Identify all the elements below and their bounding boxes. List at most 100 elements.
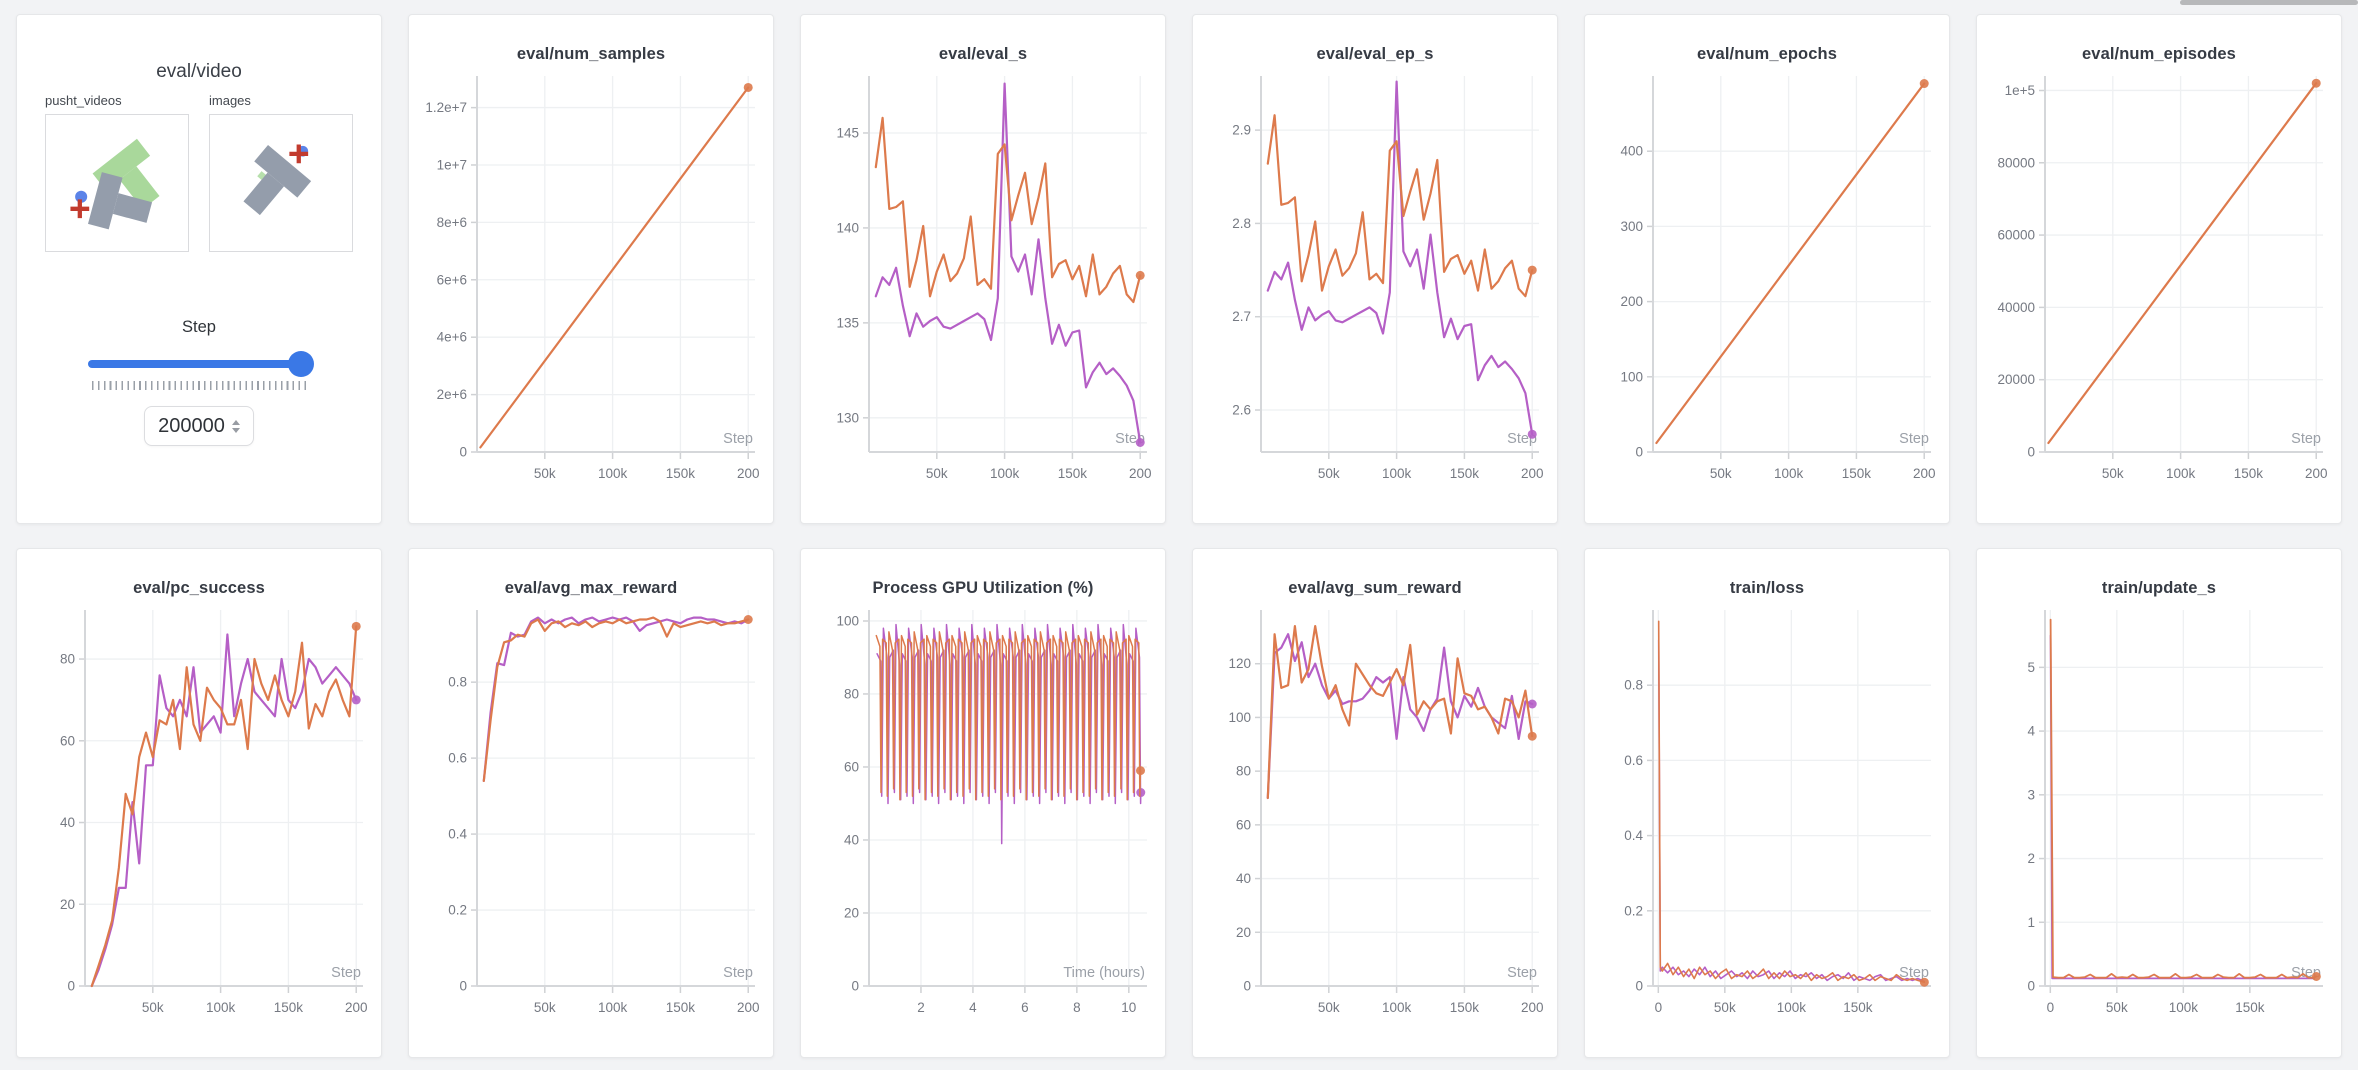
- chart-title: eval/eval_ep_s: [1316, 45, 1434, 63]
- svg-text:60: 60: [844, 759, 859, 774]
- svg-text:5: 5: [2027, 660, 2035, 675]
- svg-text:0.6: 0.6: [1624, 753, 1643, 768]
- svg-text:Step: Step: [723, 431, 753, 447]
- line-chart-canvas[interactable]: 0 20000 40000 60000 80000 1e+5 50k 100k 150k 200 S…: [1983, 66, 2335, 496]
- svg-text:0: 0: [1243, 979, 1251, 994]
- svg-text:100k: 100k: [1774, 466, 1804, 481]
- svg-text:100: 100: [1620, 369, 1643, 384]
- svg-text:200: 200: [2305, 466, 2328, 481]
- chart-title: eval/eval_s: [938, 45, 1028, 63]
- goal-cross: [289, 144, 309, 164]
- svg-text:20000: 20000: [1997, 372, 2035, 387]
- line-chart-canvas[interactable]: 0 20 40 60 80 50k 100k 150k 200 Step: [23, 600, 375, 1030]
- step-up-icon[interactable]: [231, 419, 240, 425]
- svg-text:0.8: 0.8: [1624, 678, 1643, 693]
- line-chart-canvas[interactable]: 0 2e+6 4e+6 6e+6 8e+6 1e+7 1.2e+7 50k 100k 150k 20…: [415, 66, 767, 496]
- svg-text:150k: 150k: [2235, 1000, 2265, 1015]
- svg-text:50k: 50k: [534, 466, 556, 481]
- step-down-icon[interactable]: [231, 427, 240, 433]
- svg-text:300: 300: [1620, 219, 1643, 234]
- svg-text:0: 0: [1655, 1000, 1663, 1015]
- panel-eval-eval-ep-s: eval/eval_ep_s 2.6 2.7 2.8 2.9 50k 100k 150k 20…: [1192, 14, 1558, 524]
- svg-text:135: 135: [836, 315, 859, 330]
- panel-eval-avg-sum-reward: eval/avg_sum_reward 0 20 40 60 80 100 120 50k 10…: [1192, 548, 1558, 1058]
- svg-text:100k: 100k: [1382, 466, 1412, 481]
- svg-text:2: 2: [917, 1000, 925, 1015]
- stepper-control[interactable]: [231, 419, 240, 433]
- svg-text:0: 0: [851, 979, 859, 994]
- svg-text:0.2: 0.2: [448, 903, 467, 918]
- slider-tick-ruler: [92, 381, 306, 390]
- svg-text:150k: 150k: [1450, 466, 1480, 481]
- svg-text:0: 0: [2027, 445, 2035, 460]
- svg-text:40: 40: [60, 815, 75, 830]
- svg-text:20: 20: [1236, 925, 1251, 940]
- svg-text:150k: 150k: [1843, 1000, 1873, 1015]
- svg-text:0: 0: [459, 979, 467, 994]
- svg-text:Step: Step: [1899, 431, 1929, 447]
- svg-text:60: 60: [60, 733, 75, 748]
- panel-gpu-utilization: Process GPU Utilization (%) 0 20 40 60 80 100…: [800, 548, 1166, 1058]
- svg-text:0.4: 0.4: [448, 827, 467, 842]
- chart-title: train/loss: [1729, 579, 1805, 597]
- svg-text:Step: Step: [2291, 431, 2321, 447]
- line-chart-canvas[interactable]: 0 20 40 60 80 100 2 4 6 8 10 Time (hours): [807, 600, 1159, 1030]
- svg-text:6e+6: 6e+6: [437, 272, 467, 287]
- svg-text:100k: 100k: [990, 466, 1020, 481]
- images-thumbnail[interactable]: [209, 114, 353, 252]
- svg-text:200: 200: [737, 466, 760, 481]
- svg-text:Step: Step: [1899, 965, 1929, 981]
- svg-text:0.6: 0.6: [448, 751, 467, 766]
- line-chart-canvas[interactable]: 0 100 200 300 400 50k 100k 150k 200 Step: [1591, 66, 1943, 496]
- svg-text:6: 6: [1021, 1000, 1029, 1015]
- step-slider[interactable]: [88, 351, 314, 377]
- svg-text:80: 80: [60, 652, 75, 667]
- panel-eval-num-epochs: eval/num_epochs 0 100 200 300 400 50k 100k 150k…: [1584, 14, 1950, 524]
- svg-text:0: 0: [1635, 445, 1643, 460]
- panel-eval-pc-success: eval/pc_success 0 20 40 60 80 50k 100k 150k 200 S…: [16, 548, 382, 1058]
- svg-text:130: 130: [836, 410, 859, 425]
- svg-text:50k: 50k: [2106, 1000, 2128, 1015]
- svg-text:20: 20: [60, 897, 75, 912]
- step-value-input[interactable]: 200000: [144, 406, 254, 446]
- chart-title: eval/num_samples: [516, 45, 666, 63]
- svg-text:50k: 50k: [1318, 1000, 1340, 1015]
- chart-title: eval/avg_sum_reward: [1288, 579, 1462, 597]
- svg-text:Time (hours): Time (hours): [1063, 965, 1145, 981]
- line-chart-canvas[interactable]: 0 0.2 0.4 0.6 0.8 0 50k 100k 150k Step: [1591, 600, 1943, 1030]
- slider-thumb[interactable]: [288, 351, 314, 377]
- line-chart-canvas[interactable]: 0 0.2 0.4 0.6 0.8 50k 100k 150k 200 Step: [415, 600, 767, 1030]
- panel-eval-num-episodes: eval/num_episodes 0 20000 40000 60000 80000 1…: [1976, 14, 2342, 524]
- svg-text:4e+6: 4e+6: [437, 330, 467, 345]
- svg-text:80: 80: [844, 686, 859, 701]
- svg-text:0: 0: [1635, 979, 1643, 994]
- media-item-pusht-videos: pusht_videos: [45, 93, 189, 252]
- svg-text:200: 200: [1913, 466, 1936, 481]
- media-label: pusht_videos: [45, 93, 122, 108]
- svg-text:50k: 50k: [1710, 466, 1732, 481]
- svg-text:40: 40: [1236, 871, 1251, 886]
- svg-text:80000: 80000: [1997, 155, 2035, 170]
- svg-text:50k: 50k: [1714, 1000, 1736, 1015]
- svg-text:200: 200: [345, 1000, 368, 1015]
- slider-track[interactable]: [88, 360, 310, 368]
- svg-text:1.2e+7: 1.2e+7: [425, 100, 467, 115]
- video-panel-title: eval/video: [156, 61, 242, 82]
- svg-text:50k: 50k: [142, 1000, 164, 1015]
- horizontal-scrollbar[interactable]: [2180, 0, 2358, 5]
- line-chart-canvas[interactable]: 0 20 40 60 80 100 120 50k 100k 150k 200 Step: [1199, 600, 1551, 1030]
- svg-text:2e+6: 2e+6: [437, 387, 467, 402]
- svg-text:2.9: 2.9: [1232, 123, 1251, 138]
- pusht-video-thumbnail[interactable]: [45, 114, 189, 252]
- svg-text:200: 200: [1620, 294, 1643, 309]
- svg-text:0: 0: [2047, 1000, 2055, 1015]
- svg-text:140: 140: [836, 220, 859, 235]
- svg-text:100: 100: [1228, 710, 1251, 725]
- svg-text:150k: 150k: [274, 1000, 304, 1015]
- chart-title: eval/num_episodes: [2082, 45, 2236, 63]
- svg-text:400: 400: [1620, 144, 1643, 159]
- chart-title: eval/avg_max_reward: [504, 579, 678, 597]
